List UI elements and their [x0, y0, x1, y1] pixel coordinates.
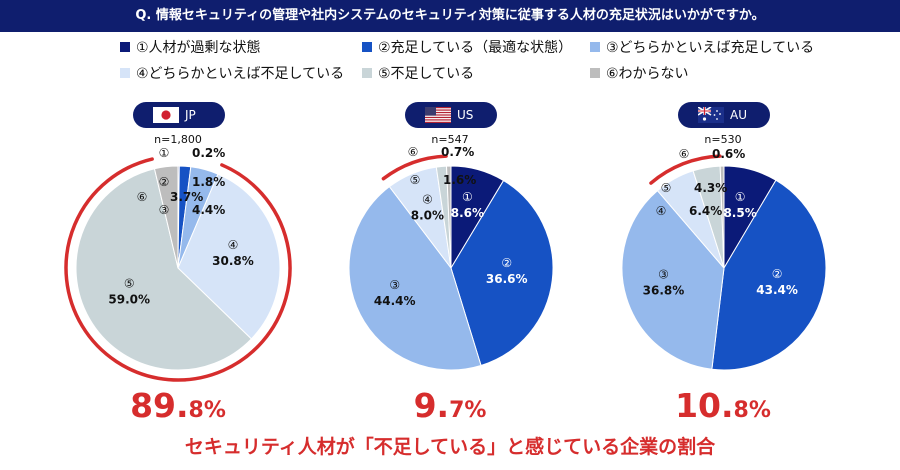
- shortage-rate-au-dec: 8%: [733, 398, 771, 423]
- australia-flag-icon: [698, 107, 724, 123]
- shortage-rate-jp-dec: 8%: [188, 398, 226, 423]
- badge-jp: JP: [133, 102, 225, 128]
- legend-label-3: ③どちらかといえば充足している: [606, 40, 815, 56]
- badge-au: AU: [678, 102, 770, 128]
- shortage-rate-au: 10.8%: [643, 386, 803, 425]
- sample-size-us: n=547: [431, 133, 469, 146]
- pie-slice-us-3: [348, 185, 482, 371]
- legend-label-2: ②充足している（最適な状態）: [378, 40, 573, 56]
- slice-label-au-4: 6.4%: [689, 204, 722, 218]
- slice-number-us-1: ①: [462, 190, 473, 204]
- slice-label-au-6: 0.6%: [712, 147, 745, 161]
- slice-number-jp-6: ⑥: [137, 190, 148, 204]
- slice-label-jp-2: 1.8%: [192, 175, 225, 189]
- shortage-rate-us-int: 9.: [413, 386, 450, 425]
- slice-label-us-1: 8.6%: [451, 206, 484, 220]
- slice-number-au-6: ⑥: [679, 147, 690, 161]
- badge-us: US: [405, 102, 497, 128]
- slice-number-us-2: ②: [501, 256, 512, 270]
- pie-slice-us-6: [445, 165, 452, 269]
- legend-swatch-2: [362, 42, 372, 52]
- shortage-ring-us: [381, 154, 448, 181]
- legend-swatch-5: [362, 68, 372, 78]
- slice-label-us-3: 44.4%: [374, 294, 416, 308]
- pie-slice-au-2: [711, 179, 827, 371]
- legend-item-1: ①人材が過剰な状態: [120, 39, 261, 57]
- slice-number-jp-2: ②: [159, 175, 170, 189]
- slice-number-au-3: ③: [658, 267, 669, 281]
- slice-number-jp-3: ③: [159, 203, 170, 217]
- slice-number-us-6: ⑥: [408, 145, 419, 159]
- legend-item-4: ④どちらかといえば不足している: [120, 65, 344, 83]
- slice-number-au-2: ②: [772, 267, 783, 281]
- country-label-jp: JP: [185, 108, 196, 122]
- slice-label-au-1: 8.5%: [723, 206, 756, 220]
- slice-number-jp-1: ①: [159, 146, 170, 160]
- pie-slice-au-6: [719, 165, 725, 269]
- sample-size-jp: n=1,800: [154, 133, 202, 146]
- country-label-au: AU: [730, 108, 747, 122]
- slice-number-us-4: ④: [422, 193, 433, 207]
- legend-item-2: ②充足している（最適な状態）: [362, 39, 572, 57]
- slice-number-jp-5: ⑤: [124, 277, 135, 291]
- shortage-rate-us-dec: 7%: [449, 398, 487, 423]
- legend-item-6: ⑥わからない: [590, 65, 689, 83]
- slice-label-jp-4: 30.8%: [212, 254, 254, 268]
- slice-number-au-4: ④: [656, 204, 667, 218]
- slice-number-us-3: ③: [389, 278, 400, 292]
- pie-slice-us-2: [450, 179, 554, 367]
- shortage-rate-jp: 89.8%: [98, 386, 258, 425]
- shortage-ring-au: [649, 154, 722, 185]
- slice-label-jp-5: 59.0%: [108, 293, 150, 307]
- slice-label-au-2: 43.4%: [756, 283, 798, 297]
- pie-slice-jp-4: [177, 173, 281, 340]
- pie-slice-jp-6: [153, 165, 179, 269]
- pie-slice-jp-5: [75, 168, 253, 371]
- legend-label-1: ①人材が過剰な状態: [136, 40, 261, 56]
- legend-swatch-1: [120, 42, 130, 52]
- legend-item-5: ⑤不足している: [362, 65, 474, 83]
- question-bar: Q. 情報セキュリティの管理や社内システムのセキュリティ対策に従事する人材の充足…: [0, 0, 900, 32]
- country-label-us: US: [457, 108, 474, 122]
- legend-swatch-6: [590, 68, 600, 78]
- shortage-rate-us: 9.7%: [370, 386, 530, 425]
- slice-label-us-6: 0.7%: [441, 145, 474, 159]
- slice-label-jp-1: 0.2%: [192, 146, 225, 160]
- slice-label-us-2: 36.6%: [486, 272, 528, 286]
- legend-label-5: ⑤不足している: [378, 66, 475, 82]
- legend-swatch-4: [120, 68, 130, 78]
- japan-flag-icon: [153, 107, 179, 123]
- slice-label-jp-6: 3.7%: [170, 190, 203, 204]
- shortage-ring-jp: [64, 157, 292, 382]
- slice-label-us-5: 1.6%: [443, 173, 476, 187]
- legend-label-4: ④どちらかといえば不足している: [136, 66, 345, 82]
- slice-label-us-4: 8.0%: [411, 209, 444, 223]
- slice-label-jp-3: 4.4%: [192, 203, 225, 217]
- slice-label-au-5: 4.3%: [694, 181, 727, 195]
- footer-caption: セキュリティ人材が「不足している」と感じている企業の割合: [184, 436, 716, 458]
- legend-label-6: ⑥わからない: [606, 66, 689, 82]
- legend-item-3: ③どちらかといえば充足している: [590, 39, 814, 57]
- shortage-rate-au-int: 10.: [675, 386, 734, 425]
- slice-number-au-1: ①: [735, 190, 746, 204]
- legend-swatch-3: [590, 42, 600, 52]
- us-flag-icon: [425, 107, 451, 123]
- sample-size-au: n=530: [704, 133, 742, 146]
- slice-number-au-5: ⑤: [661, 181, 672, 195]
- slice-label-au-3: 36.8%: [643, 283, 685, 297]
- slice-number-jp-4: ④: [228, 238, 239, 252]
- pie-slice-au-3: [621, 189, 725, 370]
- shortage-rate-jp-int: 89.: [130, 386, 189, 425]
- slice-number-us-5: ⑤: [410, 173, 421, 187]
